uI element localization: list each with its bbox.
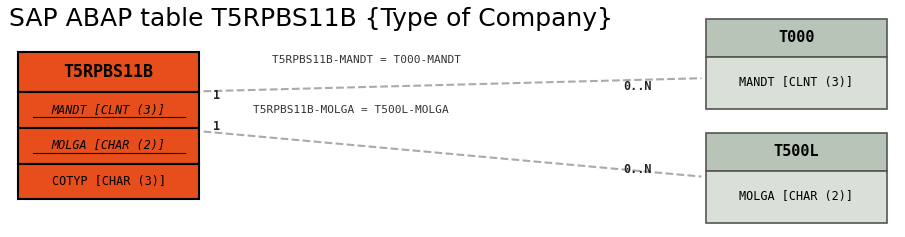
Text: T000: T000 bbox=[778, 30, 814, 46]
Text: T5RPBS11B-MOLGA = T500L-MOLGA: T5RPBS11B-MOLGA = T500L-MOLGA bbox=[253, 105, 449, 115]
FancyBboxPatch shape bbox=[706, 133, 887, 171]
FancyBboxPatch shape bbox=[18, 52, 199, 92]
Text: 0..N: 0..N bbox=[624, 80, 652, 93]
FancyBboxPatch shape bbox=[706, 19, 887, 57]
Text: T5RPBS11B-MANDT = T000-MANDT: T5RPBS11B-MANDT = T000-MANDT bbox=[272, 55, 461, 65]
Text: T500L: T500L bbox=[774, 144, 819, 159]
Text: MANDT [CLNT (3)]: MANDT [CLNT (3)] bbox=[739, 77, 853, 89]
Text: T5RPBS11B: T5RPBS11B bbox=[63, 63, 154, 81]
FancyBboxPatch shape bbox=[18, 128, 199, 164]
Text: MOLGA [CHAR (2)]: MOLGA [CHAR (2)] bbox=[52, 139, 166, 152]
Text: 0..N: 0..N bbox=[624, 163, 652, 176]
Text: COTYP [CHAR (3)]: COTYP [CHAR (3)] bbox=[52, 175, 166, 188]
Text: MANDT [CLNT (3)]: MANDT [CLNT (3)] bbox=[52, 104, 166, 117]
Text: 1: 1 bbox=[213, 120, 220, 133]
Text: 1: 1 bbox=[213, 90, 220, 102]
Text: MOLGA [CHAR (2)]: MOLGA [CHAR (2)] bbox=[739, 190, 853, 203]
FancyBboxPatch shape bbox=[18, 92, 199, 128]
Text: SAP ABAP table T5RPBS11B {Type of Company}: SAP ABAP table T5RPBS11B {Type of Compan… bbox=[9, 7, 613, 31]
FancyBboxPatch shape bbox=[18, 164, 199, 199]
FancyBboxPatch shape bbox=[706, 57, 887, 109]
FancyBboxPatch shape bbox=[706, 171, 887, 223]
